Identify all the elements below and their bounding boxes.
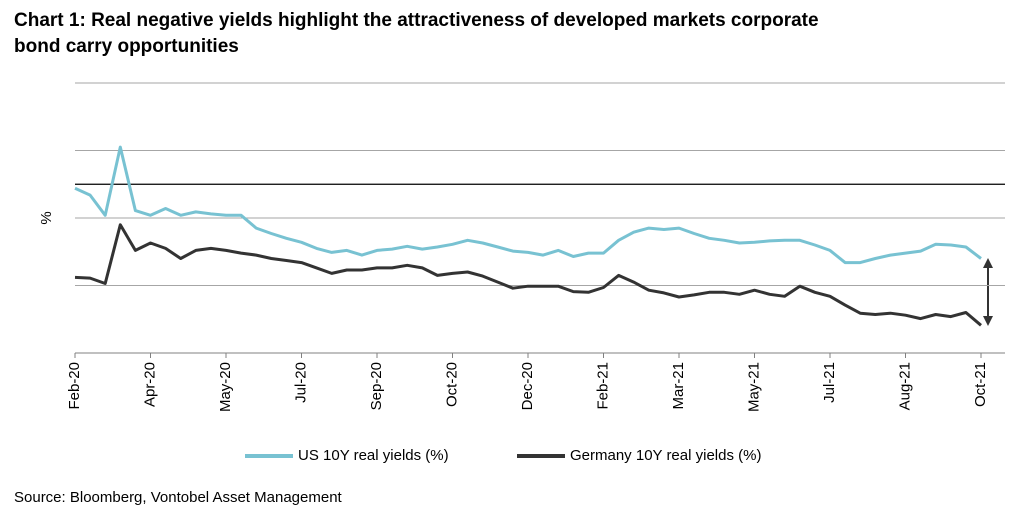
x-tick-label: Mar-21 [670,362,687,410]
x-tick-label: Aug-21 [896,362,913,410]
x-tick-label: May-20 [217,362,234,412]
arrow-annotation [983,258,993,326]
series-line [74,223,982,327]
x-tick-label: Sep-20 [368,362,385,410]
x-tick-label: Feb-20 [66,362,83,410]
x-tick-label: May-21 [745,362,762,412]
source: Source: Bloomberg, Vontobel Asset Manage… [14,489,343,506]
y-axis-label: % [38,211,55,224]
x-tick-label: Oct-20 [443,362,460,407]
legend-label: Germany 10Y real yields (%) [570,447,761,464]
chart-title-line2: bond carry opportunities [14,36,239,57]
x-tick-label: Dec-20 [519,362,536,410]
legend-label: US 10Y real yields (%) [298,447,449,464]
x-tick-label: Oct-21 [972,362,989,407]
x-tick-label: Apr-20 [141,362,158,407]
x-tick-label: Jul-21 [821,362,838,403]
chart-title: Chart 1: Real negative yields highlight … [14,10,819,31]
x-tick-label: Feb-21 [594,362,611,410]
series-line [74,145,982,265]
x-tick-label: Jul-20 [292,362,309,403]
